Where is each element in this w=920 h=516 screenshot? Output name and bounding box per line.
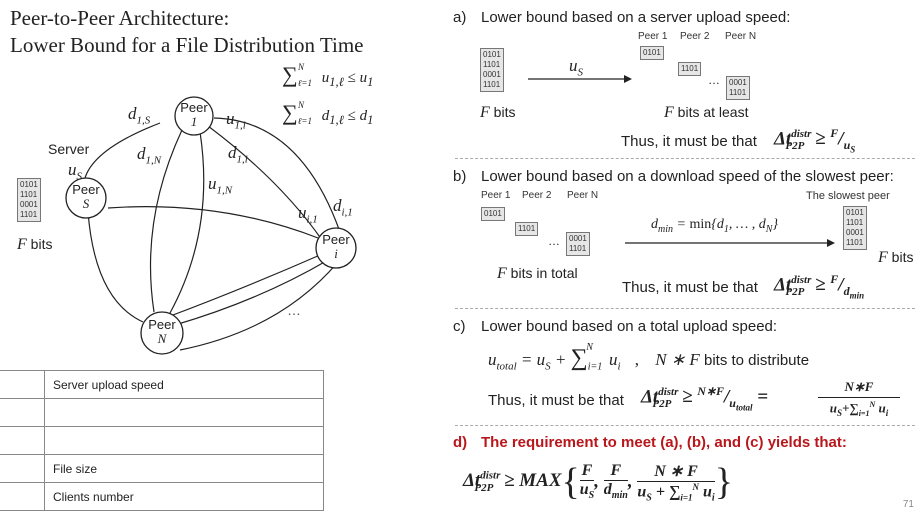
edge-1-n-right (169, 131, 205, 314)
label-di1: di,1 (333, 196, 353, 219)
section-d-marker: d) (453, 434, 468, 451)
node-peer-1 (174, 96, 214, 136)
label-d1i: d1,i (228, 143, 248, 166)
a-thus: Thus, it must be that (621, 133, 757, 150)
b-arrow-label: dmin = min{d1, … , dN} (651, 217, 779, 235)
server-label: Server (48, 141, 90, 157)
b-peer-1: Peer 1 (481, 190, 511, 201)
c-thus: Thus, it must be that (488, 392, 624, 409)
node-peer-s-label: Peer S (72, 182, 100, 211)
table-row: File size (0, 454, 324, 483)
constraint-upload: ∑ℓ=1N u1,ℓ ≤ u1 (282, 62, 374, 89)
section-a-marker: a) (453, 9, 467, 26)
network-diagram (65, 96, 357, 355)
a-formula: ΔtdistrP2P ≥ F/uS (774, 126, 856, 155)
node-peer-i-label: Peer i (322, 232, 350, 261)
node-peer-n-label: Peer N (148, 317, 176, 346)
page-number: 71 (902, 499, 914, 510)
edge-s-n (87, 211, 144, 323)
label-d1n: d1,N (137, 144, 162, 167)
legend-table: Server upload speed File size Clients nu… (0, 370, 324, 511)
label-u1i: u1,i (226, 109, 246, 132)
b-peer-2: Peer 2 (522, 190, 552, 201)
table-row (0, 426, 324, 455)
slide-title-line2: Lower Bound for a File Distribution Time (10, 33, 364, 57)
section-b-heading: Lower bound based on a download speed of… (481, 168, 894, 185)
node-peer-s (65, 177, 107, 219)
table-row: Clients number (0, 482, 324, 511)
a-peer-1: Peer 1 (638, 31, 668, 42)
b-f-bits: F bits (878, 249, 914, 266)
divider-c-d (455, 425, 915, 426)
edge-1-n-left (149, 129, 183, 313)
label-us: uS (68, 160, 82, 183)
section-d-heading: The requirement to meet (a), (b), and (c… (481, 434, 847, 451)
b-peer-n: Peer N (567, 190, 599, 201)
section-b-marker: b) (453, 168, 467, 185)
section-a-heading: Lower bound based on a server upload spe… (481, 9, 791, 26)
edge-n-i-inner (164, 254, 321, 319)
label-d1s: d1,S (128, 104, 151, 127)
b-dots: … (548, 234, 560, 248)
b-slowest-label: The slowest peer (806, 190, 890, 202)
label-u1n: u1,N (208, 174, 233, 197)
c-formula: ΔtdistrP2P ≥ N∗F/utotal = (641, 384, 769, 413)
edge-s-1 (83, 122, 161, 183)
a-chunk-1: 0101 (640, 46, 664, 60)
a-source-bits: 0101 1101 0001 1101 (480, 48, 504, 92)
edge-n-i-outer (174, 259, 329, 326)
edge-1-i-inner (207, 125, 323, 241)
b-chunk-2: 1101 (515, 222, 539, 236)
b-chunk-1: 0101 (481, 207, 505, 221)
node-peer-1-label: Peer 1 (180, 100, 208, 129)
a-f-bits-at-least: F bits at least (664, 104, 749, 121)
a-chunk-2: 1101 (678, 62, 702, 76)
constraint-download: ∑ℓ=1N d1,ℓ ≤ d1 (282, 100, 374, 127)
a-f-bits: F bits (480, 104, 516, 121)
b-thus: Thus, it must be that (622, 279, 758, 296)
a-peer-n: Peer N (725, 31, 757, 42)
server-file-bits: 0101 1101 0001 1101 (17, 178, 41, 222)
section-c-heading: Lower bound based on a total upload spee… (481, 318, 778, 335)
label-ui1: ui,1 (298, 203, 318, 226)
divider-a-b (455, 158, 915, 159)
server-f-bits: F bits (17, 236, 53, 253)
b-chunk-n: 0001 1101 (566, 232, 590, 256)
edge-1-i (213, 117, 341, 233)
b-slowest-bits: 0101 1101 0001 1101 (843, 206, 867, 250)
a-chunk-n: 0001 1101 (726, 76, 750, 100)
ellipsis: … (287, 302, 301, 318)
edge-s-i (107, 206, 319, 239)
c-total-formula: utotal = uS + ∑i=1Nui , N ∗ F bits to di… (488, 342, 810, 373)
b-arrow (625, 239, 835, 247)
table-row (0, 398, 324, 427)
a-arrow (528, 75, 632, 83)
a-peer-2: Peer 2 (680, 31, 710, 42)
a-dots: … (708, 73, 720, 87)
slide-title-line1: Peer-to-Peer Architecture: (10, 6, 230, 30)
section-c-marker: c) (453, 318, 466, 335)
b-f-bits-in-total: F bits in total (497, 265, 578, 282)
divider-b-c (455, 308, 915, 309)
table-row: Server upload speed (0, 370, 324, 399)
c-fraction: N∗F uS+∑i=1N ui (818, 379, 900, 418)
b-formula: ΔtdistrP2P ≥ F/dmin (774, 272, 865, 301)
a-arrow-label: uS (569, 56, 583, 79)
node-peer-n (140, 311, 184, 355)
node-peer-i (315, 227, 357, 269)
edge-n-i (179, 261, 339, 351)
